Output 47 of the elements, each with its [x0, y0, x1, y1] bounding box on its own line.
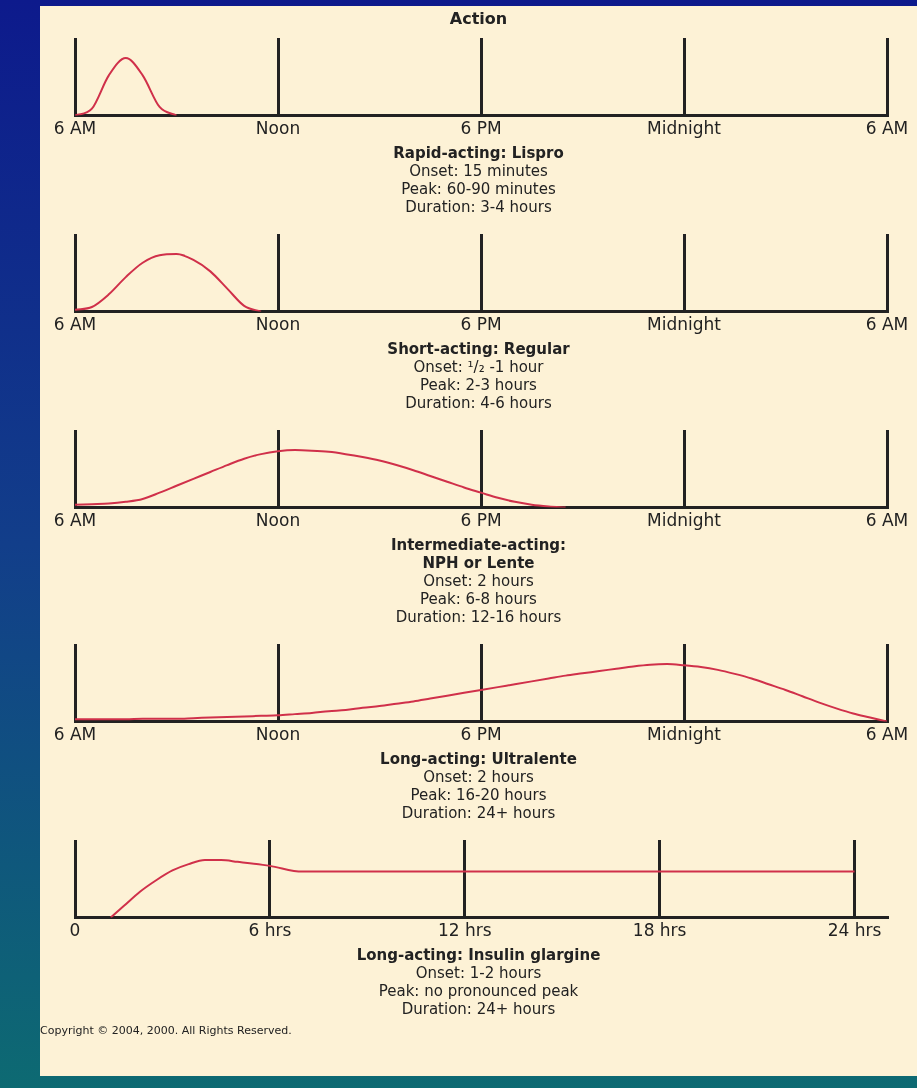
text: Onset: 2 hours — [422, 572, 535, 590]
x-tick-label: 6 AM — [865, 510, 909, 531]
x-tick-label: Noon — [255, 724, 301, 745]
x-tick-label: 12 hrs — [437, 920, 492, 941]
x-tick-label: Noon — [255, 118, 301, 139]
x-tick-label: 6 PM — [460, 724, 502, 745]
text: Duration: 3-4 hours — [404, 198, 553, 216]
x-axis-title: Rapid-acting: Lispro — [392, 144, 565, 162]
x-tick-label: 18 hrs — [632, 920, 687, 941]
x-tick-label: Midnight — [647, 724, 722, 745]
x-tick-label: 6 AM — [53, 314, 97, 335]
x-tick-label: 6 PM — [460, 510, 502, 531]
text: Duration: 24+ hours — [400, 1000, 557, 1018]
text: Onset: 15 minutes — [408, 162, 549, 180]
x-tick-label: 0 — [69, 920, 81, 941]
text: Onset: ¹/₂ -1 hour — [412, 358, 545, 376]
x-tick-label: 6 AM — [865, 118, 909, 139]
text: Onset: 2 hours — [422, 768, 535, 786]
text: Onset: 1-2 hours — [414, 964, 543, 982]
x-tick-label: Midnight — [647, 510, 722, 531]
text: Copyright © 2004, 2000. All Rights Reserved. — [40, 1024, 293, 1038]
x-tick-label: 24 hrs — [827, 920, 882, 941]
x-tick-label: 6 hrs — [248, 920, 292, 941]
x-tick-label: 6 AM — [53, 510, 97, 531]
text: Duration: 4-6 hours — [404, 394, 553, 412]
x-axis-title: Long-acting: Ultralente — [379, 750, 578, 768]
x-axis-title: Short-acting: Regular — [386, 340, 571, 358]
x-tick-label: Noon — [255, 314, 301, 335]
x-axis-title: Long-acting: Insulin glargine — [355, 946, 602, 964]
text: Peak: 16-20 hours — [409, 786, 548, 804]
x-tick-label: 6 AM — [53, 118, 97, 139]
x-tick-label: 6 AM — [53, 724, 97, 745]
text: Peak: 2-3 hours — [419, 376, 538, 394]
x-tick-label: 6 AM — [865, 724, 909, 745]
chart-title: Action — [448, 8, 509, 30]
x-tick-label: 6 PM — [460, 314, 502, 335]
text: Peak: no pronounced peak — [377, 982, 580, 1000]
x-tick-label: Midnight — [647, 314, 722, 335]
x-tick-label: 6 PM — [460, 118, 502, 139]
text: Duration: 24+ hours — [400, 804, 557, 822]
text: Peak: 60-90 minutes — [400, 180, 557, 198]
text: Peak: 6-8 hours — [419, 590, 538, 608]
x-tick-label: Midnight — [647, 118, 722, 139]
x-axis-title: Intermediate-acting: NPH or Lente — [389, 536, 568, 572]
text: Duration: 12-16 hours — [394, 608, 563, 626]
x-tick-label: Noon — [255, 510, 301, 531]
x-tick-label: 6 AM — [865, 314, 909, 335]
